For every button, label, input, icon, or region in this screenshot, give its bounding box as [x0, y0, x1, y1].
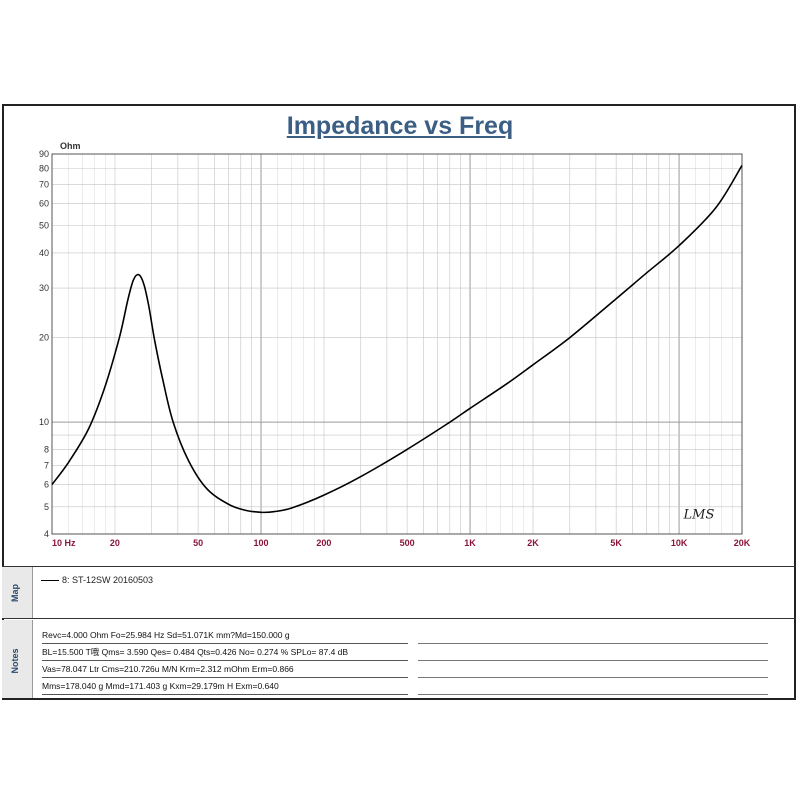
- y-tick-label: 7: [44, 461, 49, 471]
- y-tick-label: 6: [44, 480, 49, 490]
- y-tick-label: 80: [39, 163, 49, 173]
- y-tick-label: 20: [39, 333, 49, 343]
- y-tick-label: 30: [39, 283, 49, 293]
- legend-entry: 8: ST-12SW 20160503: [62, 575, 154, 585]
- x-tick-label: 20: [110, 538, 120, 548]
- map-label: Map: [10, 584, 20, 602]
- divider-map-top: [2, 566, 796, 567]
- y-axis-label: Ohm: [60, 141, 81, 151]
- chart-title: Impedance vs Freq: [286, 112, 514, 140]
- lms-annotation: LMS: [683, 507, 715, 522]
- note-blank-line-4: [418, 694, 768, 695]
- series-line: [51, 164, 743, 514]
- divider-notes-top: [2, 618, 796, 619]
- x-tick-label: 10 Hz: [52, 538, 76, 548]
- x-tick-label: 500: [400, 538, 415, 548]
- x-tick-label: 10K: [671, 538, 688, 548]
- y-tick-label: 70: [39, 180, 49, 190]
- note-row-1: Revc=4.000 Ohm Fo=25.984 Hz Sd=51.071K m…: [42, 629, 408, 644]
- legend-swatch: [41, 580, 59, 581]
- plot-area: [51, 153, 743, 535]
- x-tick-label: 200: [316, 538, 331, 548]
- note-blank-line-1: [418, 643, 768, 644]
- y-tick-label: 90: [39, 149, 49, 159]
- y-tick-label: 60: [39, 198, 49, 208]
- note-blank-line-3: [418, 677, 768, 678]
- note-blank-line-2: [418, 660, 768, 661]
- y-tick-label: 50: [39, 221, 49, 231]
- x-tick-label: 2K: [527, 538, 539, 548]
- x-tick-label: 1K: [464, 538, 476, 548]
- x-tick-label: 100: [254, 538, 269, 548]
- x-tick-label: 5K: [610, 538, 622, 548]
- y-tick-label: 10: [39, 417, 49, 427]
- x-tick-label: 20K: [734, 538, 751, 548]
- notes-band: [2, 620, 33, 698]
- notes-label: Notes: [10, 648, 20, 674]
- note-row-2: BL=15.500 T哦 Qms= 3.590 Qes= 0.484 Qts=0…: [42, 646, 408, 661]
- y-tick-label: 5: [44, 502, 49, 512]
- y-tick-label: 4: [44, 529, 49, 539]
- y-tick-label: 8: [44, 444, 49, 454]
- x-tick-label: 50: [193, 538, 203, 548]
- map-band: [2, 567, 33, 618]
- y-tick-label: 40: [39, 248, 49, 258]
- note-row-3: Vas=78.047 Ltr Cms=210.726u M/N Krm=2.31…: [42, 663, 408, 678]
- note-row-4: Mms=178.040 g Mmd=171.403 g Kxm=29.179m …: [42, 680, 408, 695]
